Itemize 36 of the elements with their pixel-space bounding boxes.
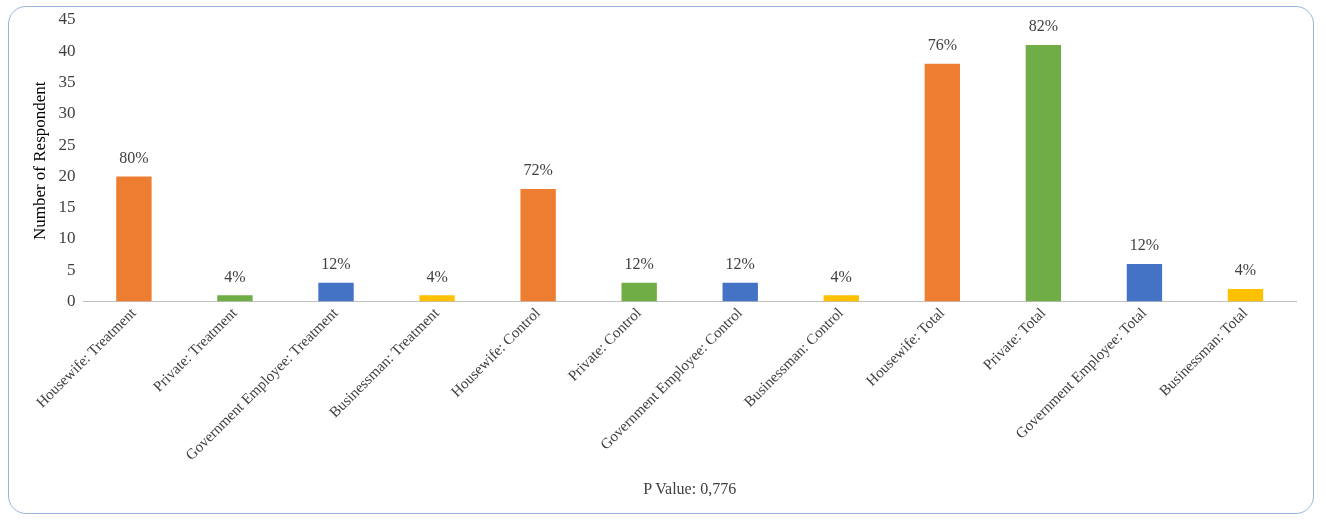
annotation: 12% xyxy=(725,255,755,273)
y-tick-label: 0 xyxy=(66,291,76,311)
y-axis-title: Number of Respondent xyxy=(29,81,49,241)
y-tick-label: 35 xyxy=(58,72,76,92)
bar xyxy=(924,63,961,302)
annotation: 76% xyxy=(927,36,957,54)
annotation: 12% xyxy=(1129,236,1160,254)
bar xyxy=(419,295,455,302)
y-tick-label: 45 xyxy=(58,9,76,29)
annotation: 4% xyxy=(830,267,852,285)
bar xyxy=(318,282,354,302)
x-axis-title: P Value: 0,776 xyxy=(643,479,737,497)
bar xyxy=(1227,289,1264,302)
y-tick-label: 25 xyxy=(58,134,76,154)
y-tick-label: 5 xyxy=(66,259,76,279)
bar xyxy=(520,188,556,302)
annotation: 12% xyxy=(624,255,654,273)
bar xyxy=(1126,264,1163,302)
y-tick-label: 20 xyxy=(58,165,76,185)
annotation: 80% xyxy=(119,148,149,166)
annotation: 4% xyxy=(1234,261,1257,279)
y-tick-label: 40 xyxy=(58,40,76,60)
annotation: 72% xyxy=(523,161,553,179)
bar xyxy=(116,176,152,302)
bar xyxy=(621,282,657,302)
annotation: 82% xyxy=(1028,17,1059,35)
bar xyxy=(1025,45,1062,302)
bar xyxy=(823,295,859,302)
bar xyxy=(217,295,253,302)
y-tick-label: 15 xyxy=(58,197,76,217)
annotation: 4% xyxy=(224,267,246,285)
annotation: 12% xyxy=(321,255,351,273)
y-tick-label: 10 xyxy=(58,228,76,248)
bar xyxy=(722,282,758,302)
annotation: 4% xyxy=(426,267,448,285)
y-tick-label: 30 xyxy=(58,103,76,123)
